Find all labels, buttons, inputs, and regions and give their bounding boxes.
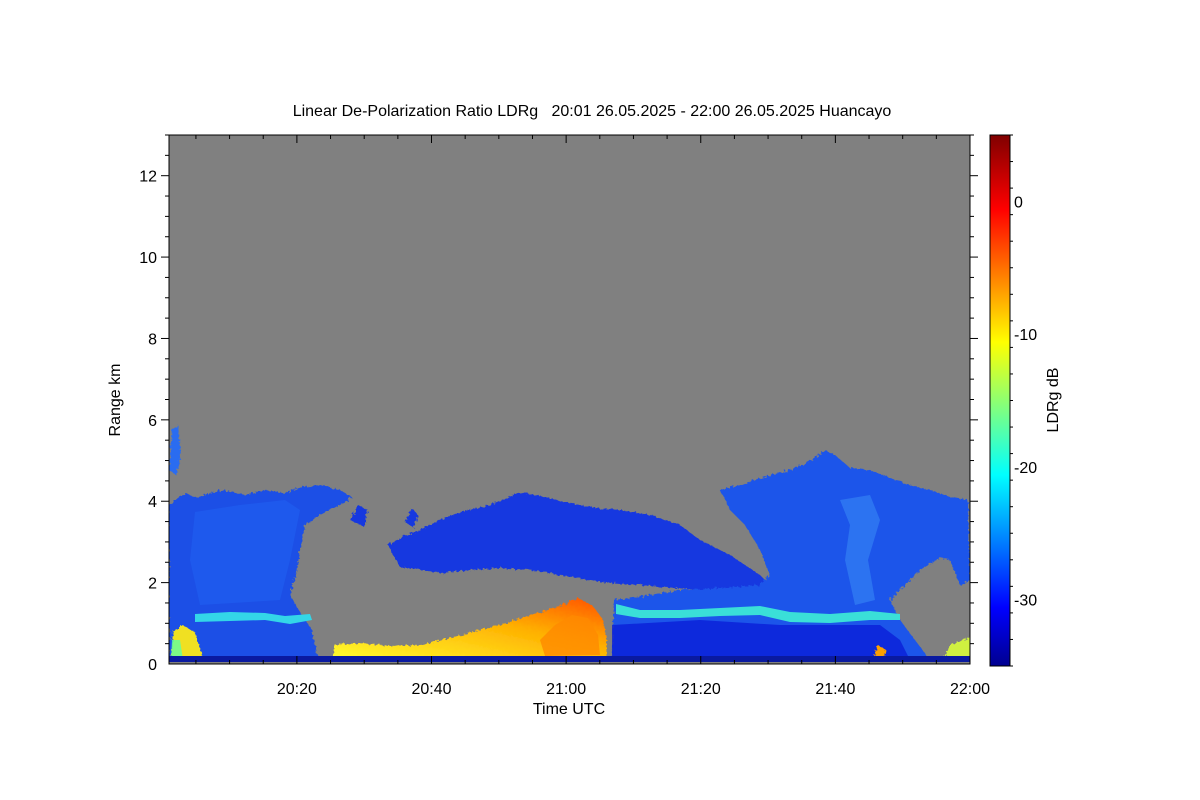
- dust-core: [540, 615, 600, 656]
- y-tick-label: 8: [148, 331, 157, 348]
- y-tick-label: 10: [139, 250, 157, 267]
- x-tick-label: 21:20: [681, 681, 721, 698]
- y-tick-label: 12: [139, 169, 157, 186]
- cloud-region-middle: [388, 492, 770, 590]
- x-axis-label: Time UTC: [533, 701, 605, 718]
- y-tick-label: 0: [148, 657, 157, 674]
- cloud-left-inner: [190, 500, 300, 605]
- cloud-middle-fragment-1: [350, 505, 368, 527]
- x-tick-label: 22:00: [950, 681, 990, 698]
- y-tick-label: 6: [148, 413, 157, 430]
- y-tick-label: 2: [148, 576, 157, 593]
- colorbar-label: LDRg dB: [1045, 368, 1062, 433]
- colorbar: 0 -10 -20 -30 LDRg dB: [989, 134, 1062, 667]
- x-tick-label: 20:20: [277, 681, 317, 698]
- colorbar-gradient: [989, 134, 1011, 667]
- x-tick-label: 21:00: [546, 681, 586, 698]
- colorbar-ticks: 0 -10 -20 -30: [1010, 134, 1037, 667]
- colorbar-tick-label: -10: [1014, 327, 1037, 344]
- x-axis: 20:20 20:40 21:00 21:20 21:40 22:00: [195, 135, 990, 698]
- y-axis: 0 2 4 6 8 10 12: [139, 134, 978, 674]
- surface-strip: [169, 656, 970, 662]
- heatmap-plot-area: [169, 135, 970, 664]
- cloud-region-right: [612, 450, 970, 660]
- colorbar-tick-label: 0: [1014, 194, 1023, 211]
- y-axis-label: Range km: [107, 364, 124, 437]
- surface-yellow-right: [944, 638, 970, 660]
- chart-title: Linear De-Polarization Ratio LDRg 20:01 …: [293, 103, 892, 120]
- boundary-band-right: [616, 604, 900, 623]
- x-tick-label: 20:40: [411, 681, 451, 698]
- y-tick-label: 4: [148, 494, 157, 511]
- x-tick-label: 21:40: [815, 681, 855, 698]
- colorbar-tick-label: -20: [1014, 460, 1037, 477]
- boundary-band-left: [195, 612, 312, 624]
- surface-cyan-left: [171, 640, 183, 660]
- cloud-middle-fragment-2: [405, 508, 418, 528]
- dust-region: [332, 598, 607, 660]
- cloud-right-plume: [840, 495, 880, 605]
- cloud-right-lower: [612, 620, 910, 660]
- colorbar-tick-label: -30: [1014, 593, 1037, 610]
- cloud-left-spike: [169, 425, 181, 475]
